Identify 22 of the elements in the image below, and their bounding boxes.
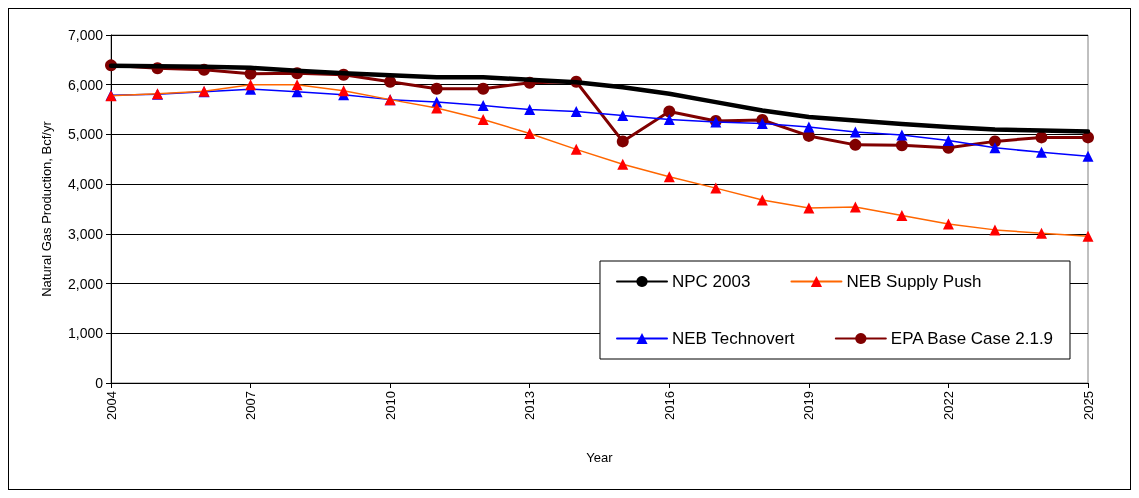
y-tick-label: 0 xyxy=(95,375,104,391)
y-tick-label: 6,000 xyxy=(67,76,104,93)
x-tick-label: 2007 xyxy=(243,391,259,420)
y-tick-label: 7,000 xyxy=(67,27,104,43)
x-tick-label: 2010 xyxy=(382,391,398,420)
legend-label: NEB Supply Push xyxy=(846,272,982,291)
x-tick-label: 2025 xyxy=(1080,391,1096,420)
x-axis-title: Year xyxy=(586,450,614,465)
legend-label: NEB Technovert xyxy=(672,329,795,348)
legend-label: EPA Base Case 2.1.9 xyxy=(890,329,1054,348)
x-tick-label: 2004 xyxy=(103,391,119,420)
y-tick-label: 3,000 xyxy=(67,225,104,242)
x-tick-label: 2022 xyxy=(940,391,956,420)
y-tick-label: 5,000 xyxy=(67,126,104,143)
x-tick-label: 2013 xyxy=(522,391,538,420)
legend-label: NPC 2003 xyxy=(672,272,751,291)
y-tick-label: 1,000 xyxy=(67,325,104,342)
y-axis-title: Natural Gas Production, Bcf/yr xyxy=(39,120,54,297)
x-tick-label: 2016 xyxy=(661,391,677,420)
y-tick-label: 4,000 xyxy=(67,176,104,193)
x-tick-label: 2019 xyxy=(801,391,817,420)
y-tick-label: 2,000 xyxy=(67,275,104,292)
